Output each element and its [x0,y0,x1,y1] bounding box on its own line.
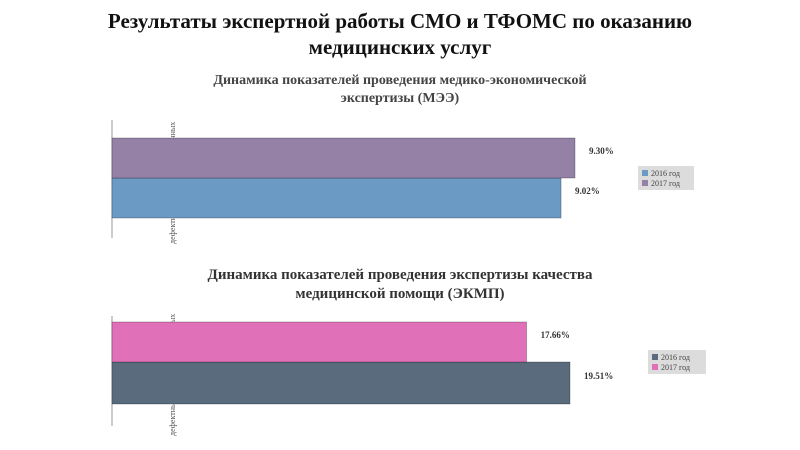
chart-mee-legend-label-2: 2017 год [651,179,680,188]
chart-ekmp-title: Динамика показателей проведения эксперти… [140,266,660,304]
chart-mee-legend-swatch-1 [642,170,648,176]
chart-mee-bar-1 [111,177,562,219]
chart-mee-bar-2 [111,137,576,179]
chart-ekmp-bar-1 [111,361,571,405]
chart-mee-title-line2: экспертизы (МЭЭ) [340,91,460,106]
chart-ekmp-legend-label-2: 2017 год [661,363,690,372]
chart-mee-legend-label-1: 2016 год [651,169,680,178]
chart-ekmp-legend-label-1: 2016 год [661,353,690,362]
chart-mee: Динамика показателей проведения медико-э… [100,72,720,252]
chart-ekmp-title-line2: медицинской помощи (ЭКМП) [295,286,505,302]
chart-ekmp: Динамика показателей проведения эксперти… [100,266,720,446]
slide-title-line1: Результаты экспертной работы СМО и ТФОМС… [107,9,693,33]
chart-ekmp-bar-2 [111,321,528,363]
chart-ekmp-legend-swatch-2 [652,364,658,370]
chart-mee-title: Динамика показателей проведения медико-э… [140,72,660,108]
chart-ekmp-plot: дефектных случаев от проверенных 19.51%1… [111,314,706,436]
chart-ekmp-data-label-2: 17.66% [541,330,570,340]
chart-mee-title-line1: Динамика показателей проведения медико-э… [213,73,587,88]
chart-mee-legend-swatch-2 [642,180,648,186]
chart-mee-data-label-1: 9.02% [575,186,600,196]
slide-title-line2: медицинских услуг [308,35,492,59]
chart-ekmp-legend-swatch-1 [652,354,658,360]
chart-mee-data-label-2: 9.30% [589,146,614,156]
chart-ekmp-data-label-1: 19.51% [584,371,613,381]
chart-ekmp-title-line1: Динамика показателей проведения эксперти… [207,267,593,283]
chart-mee-plot: дефектных случаев от проверенных 9.02%9.… [111,120,694,244]
slide-title: Результаты экспертной работы СМО и ТФОМС… [20,8,780,60]
